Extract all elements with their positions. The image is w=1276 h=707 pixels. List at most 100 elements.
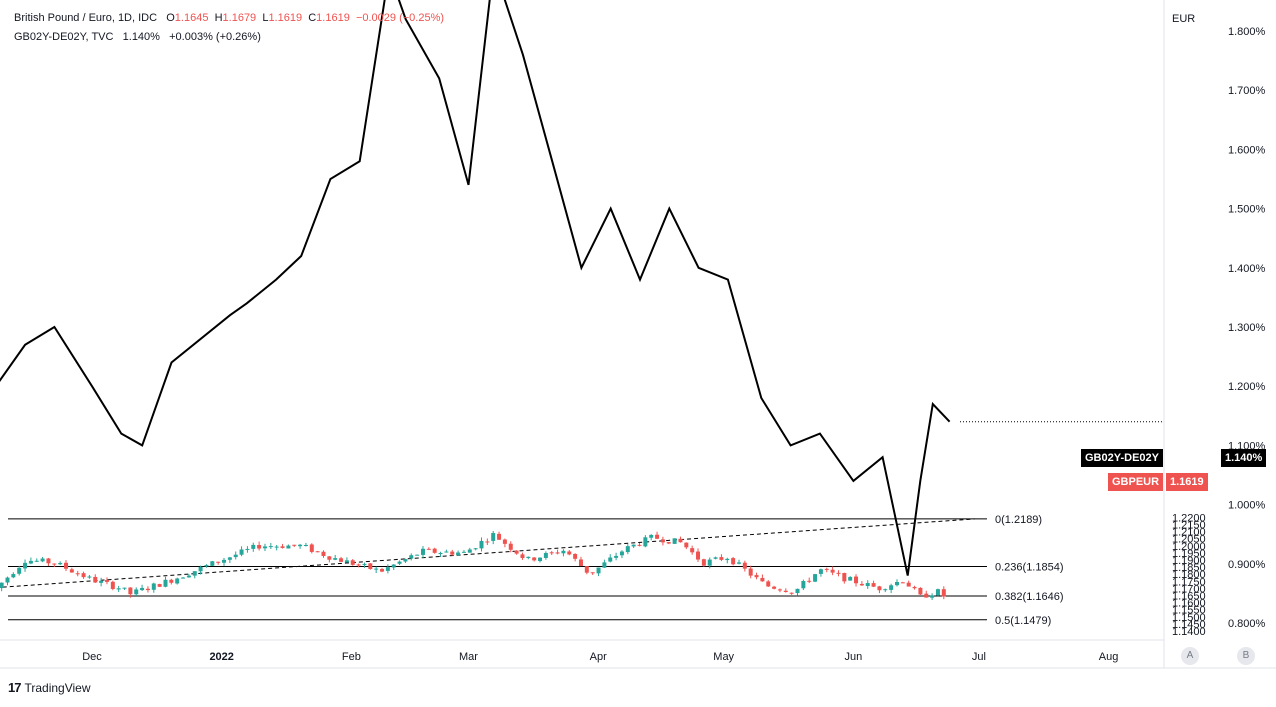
candle-up xyxy=(397,561,402,564)
price-tick-label: 1.2200 xyxy=(1172,512,1206,524)
candle-down xyxy=(696,551,701,560)
candle-up xyxy=(725,558,730,561)
candle-up xyxy=(420,548,425,555)
candle-up xyxy=(134,589,139,595)
candle-down xyxy=(766,581,771,587)
candle-up xyxy=(274,546,279,548)
candle-down xyxy=(836,572,841,574)
candle-up xyxy=(163,579,168,587)
candle-up xyxy=(239,549,244,555)
candle-down xyxy=(502,539,507,544)
candle-down xyxy=(777,589,782,591)
candle-up xyxy=(438,552,443,554)
candle-up xyxy=(122,587,127,589)
legend-change: −0.0029 (−0.25%) xyxy=(355,12,445,24)
candle-up xyxy=(625,546,630,553)
fib-level-label: 0(1.2189) xyxy=(995,514,1042,526)
candle-down xyxy=(824,568,829,570)
price-tick-label: 1.1950 xyxy=(1172,548,1206,560)
candle-up xyxy=(0,582,4,589)
price-tick-label: 1.2000 xyxy=(1172,541,1206,553)
compare-value-badge: 1.140% xyxy=(1221,449,1267,467)
candle-up xyxy=(473,548,478,550)
legend-close: 1.1619 xyxy=(316,12,350,24)
candle-down xyxy=(684,542,689,548)
candle-down xyxy=(128,587,133,595)
candle-down xyxy=(678,538,683,543)
candle-up xyxy=(456,552,461,556)
candle-up xyxy=(883,589,888,591)
candle-down xyxy=(321,551,326,557)
candle-down xyxy=(666,542,671,544)
scale-a-button[interactable]: A xyxy=(1181,647,1199,665)
candle-down xyxy=(701,559,706,566)
legend-high: 1.1679 xyxy=(222,12,257,24)
candle-down xyxy=(731,558,736,565)
candle-down xyxy=(216,561,221,563)
candle-down xyxy=(52,563,57,565)
legend-title: British Pound / Euro, 1D, IDC xyxy=(14,12,158,24)
candle-up xyxy=(192,571,197,576)
candle-up xyxy=(204,565,209,567)
candle-down xyxy=(567,551,572,555)
price-tick-label: 1.2150 xyxy=(1172,519,1206,531)
fib-level-label: 0.382(1.1646) xyxy=(995,591,1064,603)
legend-open: 1.1645 xyxy=(174,12,209,24)
candle-up xyxy=(649,534,654,538)
candle-down xyxy=(912,587,917,589)
time-tick-label: Dec xyxy=(82,651,102,663)
candle-down xyxy=(655,534,660,539)
footer[interactable]: 17 TradingView xyxy=(8,680,91,695)
candle-up xyxy=(5,577,10,583)
percent-tick-label: 1.700% xyxy=(1228,85,1266,97)
candle-up xyxy=(181,577,186,579)
candle-up xyxy=(736,562,741,564)
candle-up xyxy=(303,544,308,546)
candle-up xyxy=(631,544,636,547)
candle-down xyxy=(309,544,314,552)
candle-up xyxy=(198,566,203,572)
fib-level-label: 0.236(1.1854) xyxy=(995,561,1064,573)
scale-b-button[interactable]: B xyxy=(1237,647,1255,665)
price-tick-label: 1.1550 xyxy=(1172,605,1206,617)
candle-down xyxy=(485,541,490,543)
candle-down xyxy=(75,573,80,575)
candle-up xyxy=(795,588,800,594)
time-tick-label: May xyxy=(713,651,734,663)
candle-down xyxy=(64,562,69,569)
price-tick-label: 1.1650 xyxy=(1172,590,1206,602)
candle-down xyxy=(292,544,297,546)
candle-down xyxy=(900,582,905,584)
compare-value: 1.140% xyxy=(122,31,160,43)
candle-up xyxy=(175,578,180,584)
candle-up xyxy=(227,557,232,560)
time-tick-label: Jul xyxy=(972,651,986,663)
candle-up xyxy=(34,560,39,562)
compare-series-line xyxy=(0,0,951,576)
candle-down xyxy=(280,546,285,548)
time-tick-label: Aug xyxy=(1099,651,1119,663)
compare-change: +0.003% (+0.26%) xyxy=(169,31,261,43)
candle-down xyxy=(532,557,537,561)
candle-down xyxy=(46,558,51,564)
price-tick-label: 1.1700 xyxy=(1172,583,1206,595)
candle-up xyxy=(40,558,45,562)
candle-down xyxy=(918,587,923,595)
candle-up xyxy=(385,567,390,571)
candle-up xyxy=(415,554,420,556)
candle-up xyxy=(262,546,267,549)
candle-up xyxy=(467,549,472,553)
candle-up xyxy=(894,581,899,586)
price-axis-unit: EUR xyxy=(1172,13,1195,25)
candle-up xyxy=(813,574,818,582)
candle-up xyxy=(818,569,823,574)
candle-up xyxy=(116,588,121,590)
legend-c-label: C xyxy=(308,12,317,24)
candle-down xyxy=(690,548,695,553)
price-tick-label: 1.1850 xyxy=(1172,562,1206,574)
candle-up xyxy=(23,562,28,569)
compare-legend: GB02Y-DE02Y, TVC 1.140% +0.003% (+0.26%) xyxy=(14,31,261,43)
candle-down xyxy=(508,543,513,550)
